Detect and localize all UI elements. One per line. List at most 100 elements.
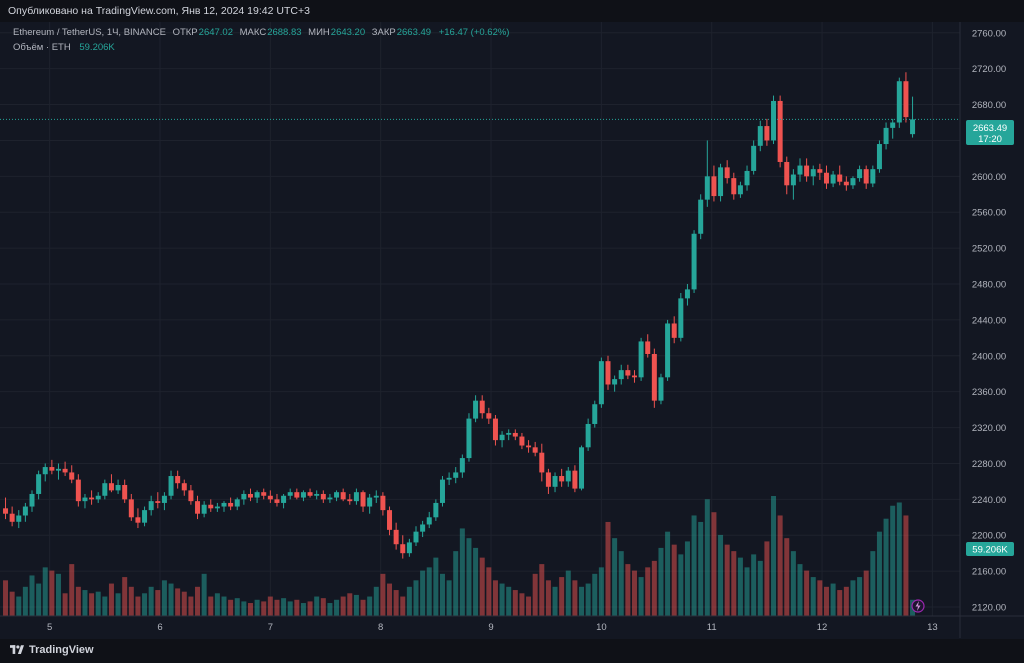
volume-bar	[49, 570, 55, 616]
candle-body	[360, 492, 366, 507]
volume-bar	[552, 586, 558, 616]
volume-bar	[327, 603, 333, 616]
volume-bar	[102, 596, 108, 616]
legend-volume-label: Объём · ETH	[13, 42, 71, 53]
volume-badge-value: 59.206K	[972, 545, 1008, 556]
candle-body	[731, 178, 737, 195]
volume-bar	[585, 583, 591, 616]
candle-body	[790, 174, 796, 186]
volume-bar	[645, 567, 651, 616]
candle-body	[439, 479, 445, 503]
candle-body	[771, 100, 777, 141]
candle-body	[175, 476, 181, 484]
volume-bar	[387, 583, 393, 616]
candle-body	[499, 434, 505, 441]
last-price-badge: 2663.49 17:20	[966, 120, 1014, 145]
candle-body	[863, 169, 869, 184]
volume-bar	[519, 593, 525, 616]
volume-bar	[751, 554, 757, 616]
footer-bar: TradingView	[0, 639, 1024, 663]
volume-bar	[82, 590, 88, 616]
volume-bar	[340, 596, 346, 616]
volume-bar	[631, 570, 637, 616]
price-tick-label: 2720.00	[972, 64, 1006, 75]
volume-bar	[784, 538, 790, 616]
candle-body	[777, 100, 783, 162]
candle-body	[638, 341, 644, 378]
candle-body	[684, 289, 690, 299]
legend-volume: 59.206K	[79, 42, 115, 53]
volume-bar	[651, 560, 657, 616]
candle-body	[181, 483, 187, 491]
volume-bar	[579, 586, 585, 616]
volume-bar	[181, 591, 187, 616]
volume-bar	[526, 596, 532, 616]
volume-bar	[757, 560, 763, 616]
candle-body	[36, 474, 42, 494]
candle-body	[837, 174, 843, 182]
candle-body	[413, 531, 419, 543]
volume-bar	[234, 598, 240, 616]
volume-bar	[261, 601, 267, 616]
volume-bar	[353, 594, 359, 616]
candle-body	[645, 341, 651, 354]
volume-bar	[69, 564, 75, 616]
legend-high: 2688.83	[267, 27, 302, 38]
price-tick-label: 2600.00	[972, 172, 1006, 183]
tradingview-logo[interactable]: TradingView	[10, 644, 94, 656]
candle-body	[347, 499, 353, 502]
volume-bar	[115, 593, 121, 616]
candle-body	[353, 492, 359, 502]
time-tick-label: 6	[157, 622, 162, 633]
candle-body	[704, 176, 710, 200]
volume-bar	[307, 601, 313, 616]
volume-bar	[473, 547, 479, 616]
price-tick-label: 2560.00	[972, 208, 1006, 219]
volume-bar	[360, 599, 366, 616]
candle-body	[876, 144, 882, 170]
candle-body	[446, 477, 452, 480]
volume-bar	[55, 573, 61, 616]
volume-bar	[201, 573, 207, 616]
candle-body	[459, 458, 465, 473]
candle-body	[69, 472, 75, 480]
volume-bar	[843, 586, 849, 616]
lightning-icon[interactable]	[911, 599, 925, 613]
candle-body	[857, 169, 863, 179]
candle-body	[234, 499, 240, 507]
volume-bar	[108, 583, 114, 616]
last-price-value: 2663.49	[973, 123, 1007, 134]
volume-bar	[300, 603, 306, 616]
time-tick-label: 11	[707, 622, 717, 633]
volume-badge: 59.206K	[966, 542, 1014, 556]
time-axis[interactable]: 5 6 7 8 9 10 11 12 13	[47, 622, 938, 633]
candle-body	[406, 542, 412, 554]
candle-body	[539, 452, 545, 473]
volume-bar	[658, 547, 664, 616]
volume-bar	[804, 570, 810, 616]
volume-bar	[142, 593, 148, 616]
candle-body	[744, 170, 750, 186]
price-tick-label: 2480.00	[972, 280, 1006, 291]
candle-body	[757, 126, 763, 146]
volume-bar	[777, 515, 783, 616]
volume-bar	[903, 515, 909, 616]
volume-bar	[704, 499, 710, 616]
legend-change: +16.47 (+0.62%)	[438, 27, 510, 38]
volume-bar	[817, 580, 823, 616]
candle-body	[168, 476, 174, 496]
candle-body	[241, 493, 247, 500]
volume-bar	[625, 564, 631, 616]
price-axis[interactable]: 2760.002720.002680.002640.002600.002560.…	[972, 28, 1006, 613]
volume-bar	[506, 586, 512, 616]
candle-body	[334, 492, 340, 498]
candle-body	[473, 400, 479, 419]
candle-body	[724, 167, 730, 179]
volume-bar	[287, 601, 293, 616]
volume-bar	[605, 521, 611, 616]
volume-bar	[267, 596, 273, 616]
candle-body	[340, 492, 346, 500]
volume-bar	[62, 593, 68, 616]
candle-body	[247, 493, 253, 498]
